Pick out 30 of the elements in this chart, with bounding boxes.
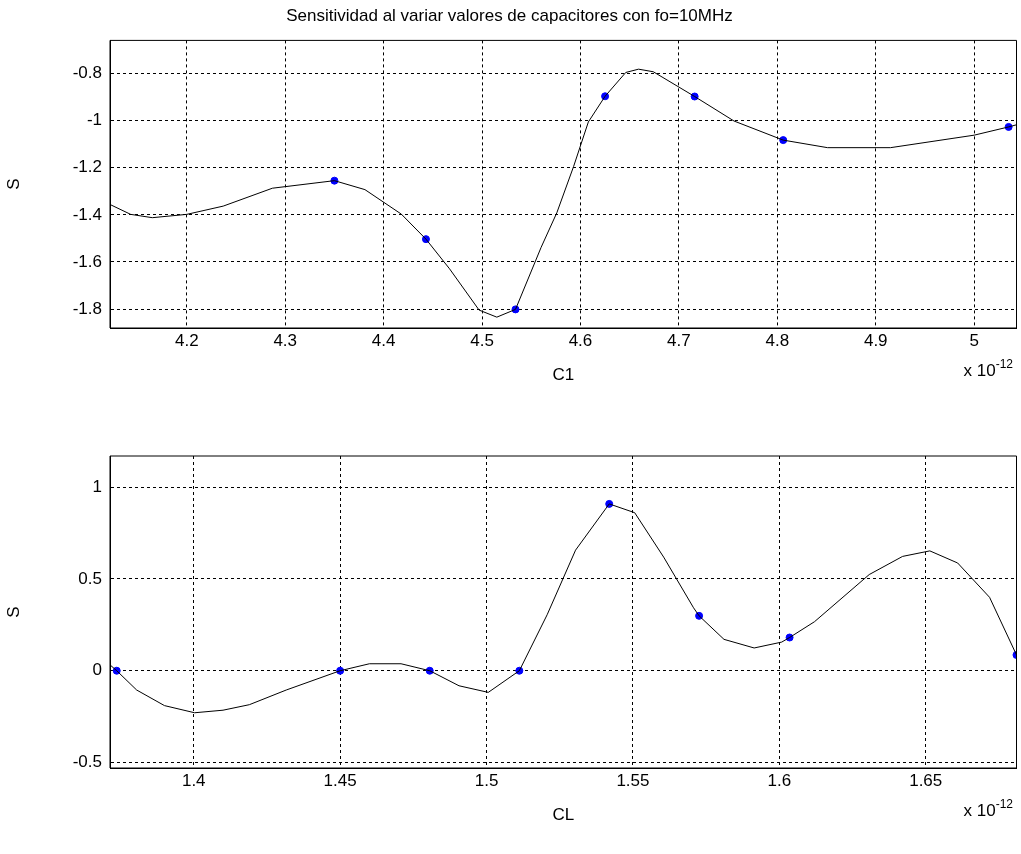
x-tick-label: 4.5 xyxy=(470,330,494,350)
x-tick-label: 1.4 xyxy=(181,770,206,790)
y-tick-label: -0.5 xyxy=(72,752,102,772)
x-tick-label: 4.2 xyxy=(174,330,199,350)
x-axis-title: C1 xyxy=(552,365,575,385)
x-tick-label: 4.7 xyxy=(667,330,691,350)
x-tick-label: 4.8 xyxy=(765,330,790,350)
y-tick-label: -1.2 xyxy=(72,157,102,177)
x-tick-label: 1.5 xyxy=(474,770,499,790)
y-axis-title: S xyxy=(3,606,23,618)
chart-title: Sensitividad al variar valores de capacitores con fo=10MHz xyxy=(286,5,733,25)
y-tick-label: -0.8 xyxy=(72,63,102,83)
x-tick-label: 4.6 xyxy=(568,330,593,350)
x-tick-label: 5 xyxy=(969,330,979,350)
y-tick-label: -1.6 xyxy=(72,251,102,271)
x-tick-label: 4.4 xyxy=(371,330,396,350)
y-tick-label: -1.4 xyxy=(72,204,102,224)
x-tick-label: 1.45 xyxy=(323,770,357,790)
y-tick-label: 0.5 xyxy=(78,568,102,588)
y-tick-label: -1.8 xyxy=(72,298,102,318)
x-tick-label: 1.65 xyxy=(909,770,943,790)
y-tick-label: 0 xyxy=(92,660,102,680)
x-tick-label: 1.6 xyxy=(767,770,792,790)
y-axis-title: S xyxy=(3,178,23,190)
y-tick-label: -1 xyxy=(86,110,102,130)
x-tick-label: 4.9 xyxy=(863,330,888,350)
y-tick-label: 1 xyxy=(92,476,102,496)
x-axis-title: CL xyxy=(552,805,575,825)
x-tick-label: 1.55 xyxy=(616,770,650,790)
x-tick-label: 4.3 xyxy=(273,330,298,350)
